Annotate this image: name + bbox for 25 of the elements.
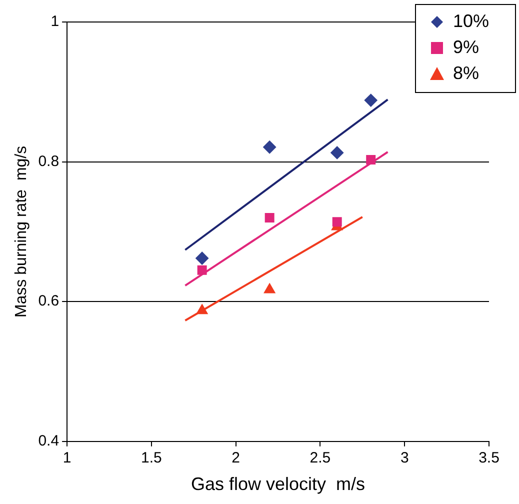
legend-label: 9% <box>453 36 480 57</box>
x-tick-label: 1 <box>62 450 72 467</box>
point <box>330 146 344 160</box>
point <box>197 265 207 275</box>
point <box>264 283 276 294</box>
x-tick-label: 2 <box>232 450 240 467</box>
y-tick-label: 1 <box>50 13 60 30</box>
point <box>332 217 342 227</box>
x-tick-label: 3 <box>400 450 409 467</box>
point <box>196 304 208 314</box>
legend-label: 8% <box>453 62 480 83</box>
y-tick-label: 0.4 <box>38 432 60 450</box>
x-axis-title: Gas flow velocity m/s <box>191 474 366 494</box>
legend-label: 10% <box>453 10 490 31</box>
point <box>196 252 209 265</box>
y-tick-label: 0.6 <box>38 292 60 310</box>
x-tick-label: 1.5 <box>141 450 162 467</box>
point <box>364 94 378 107</box>
x-tick-label: 3.5 <box>478 450 500 467</box>
y-tick-label: 0.8 <box>38 152 60 170</box>
y-axis-title: Mass burning rate mg/s <box>13 146 30 318</box>
x-tick-label: 2.5 <box>310 450 331 467</box>
point <box>263 140 276 154</box>
point <box>264 212 274 222</box>
point <box>366 154 376 164</box>
